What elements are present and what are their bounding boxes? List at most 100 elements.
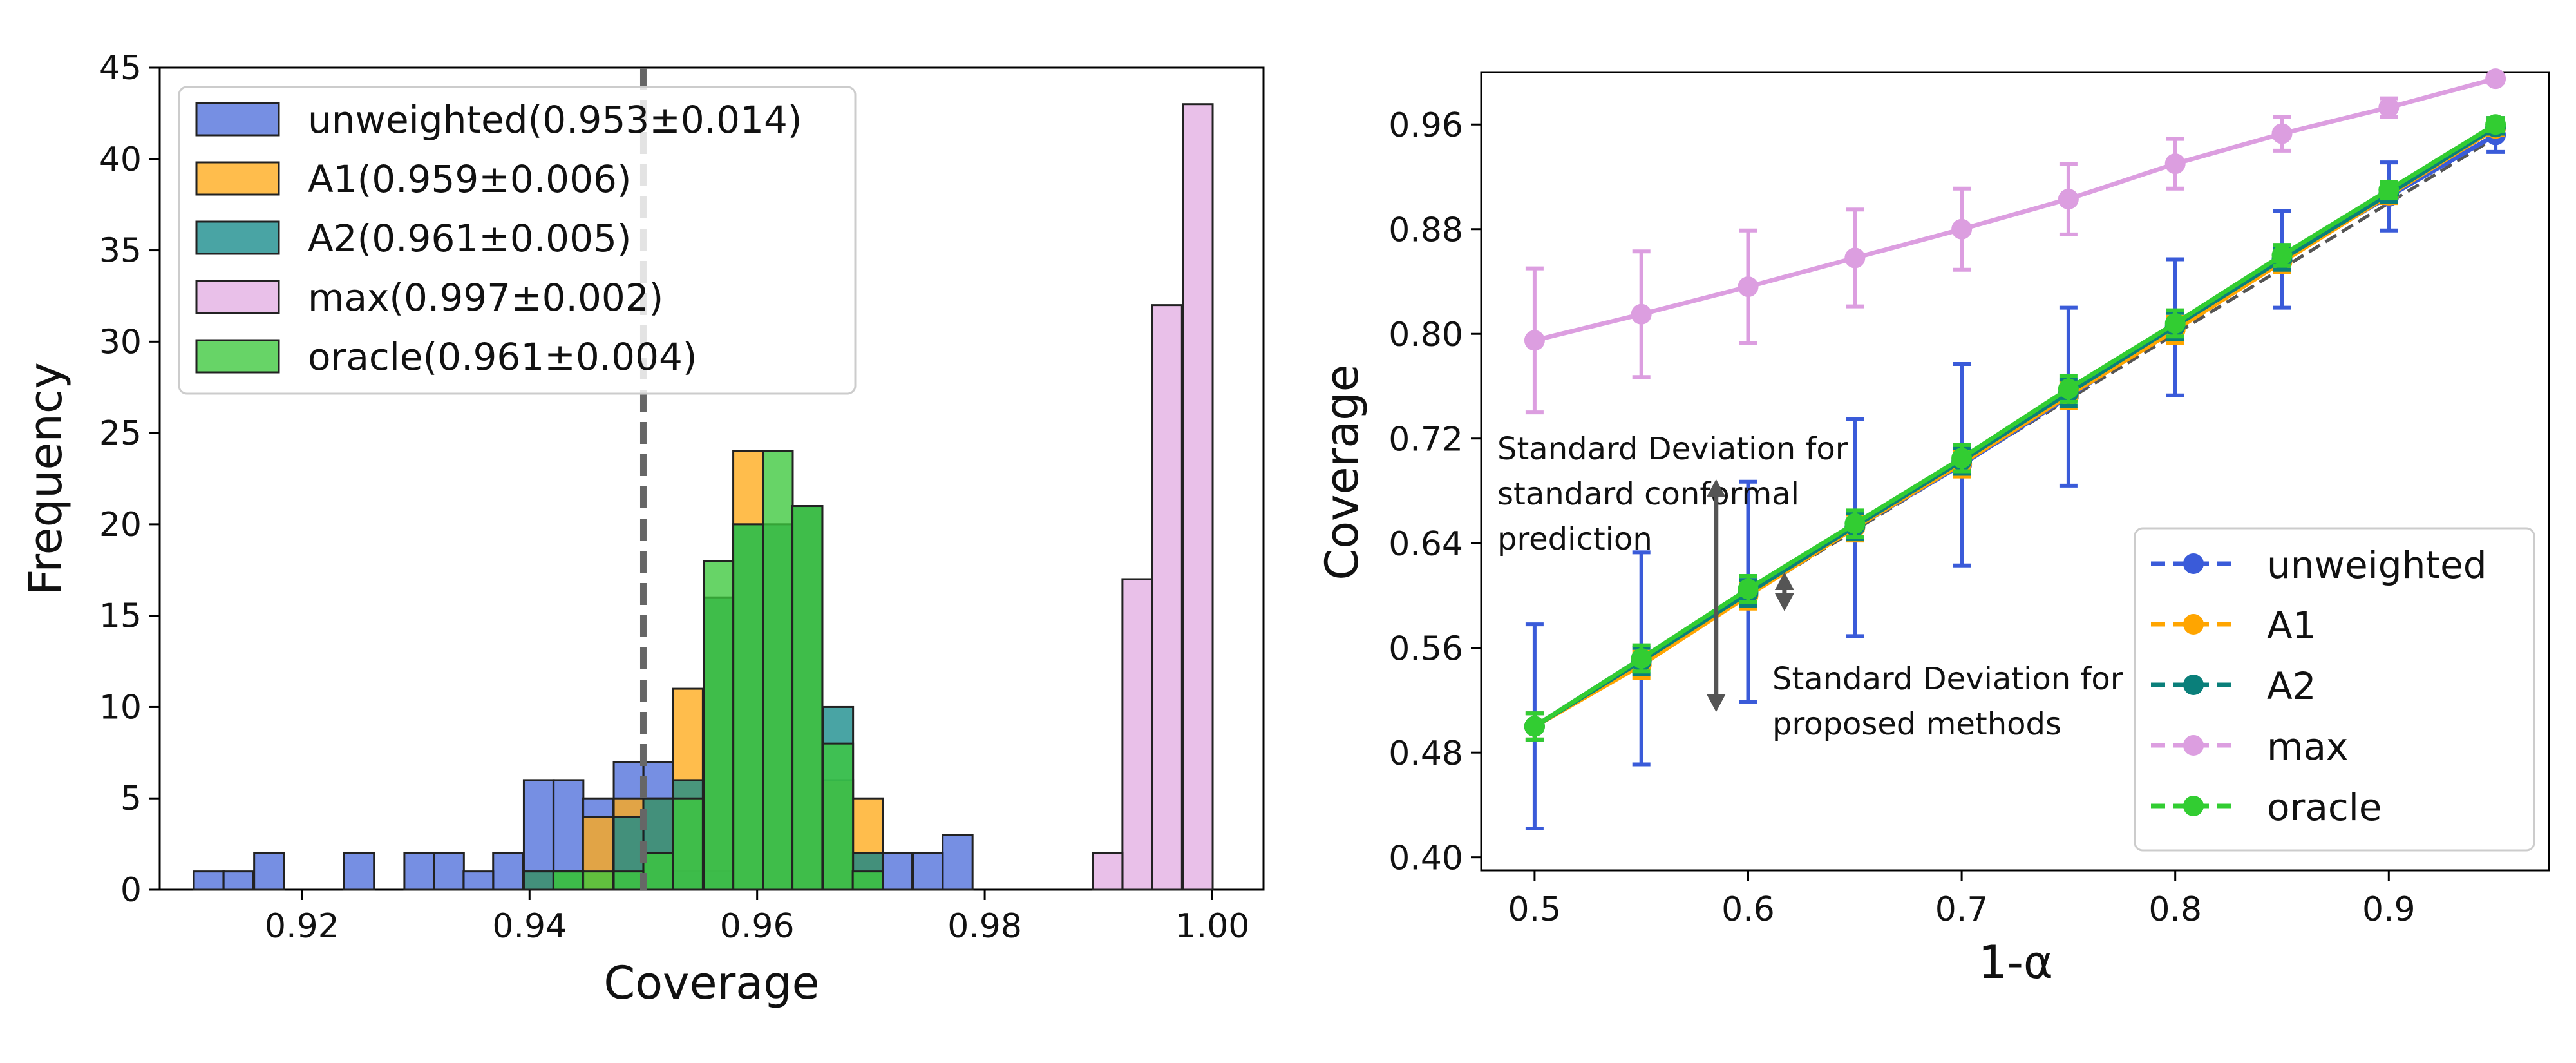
annotation-arrow-head (1706, 694, 1726, 713)
line-x-ticks: 0.5 0.6 0.7 0.8 0.9 (1508, 870, 2416, 929)
data-point-oracle (2164, 312, 2186, 334)
hist-bar-max (1121, 578, 1153, 891)
line-y-tick-label: 0.64 (1388, 525, 1463, 564)
hist-bar-oracle (612, 870, 645, 891)
histogram-x-axis-label: Coverage (603, 957, 819, 1010)
line-y-tick-label: 0.80 (1388, 316, 1463, 354)
data-point-oracle (2058, 378, 2079, 399)
hist-series-max (1092, 103, 1214, 891)
line-x-tick-label: 0.7 (1935, 890, 1989, 929)
data-point-oracle (2485, 114, 2506, 135)
hist-y-tick-label: 15 (99, 597, 142, 636)
data-point-max (1631, 303, 1652, 325)
hist-bar-unweighted (343, 852, 375, 891)
hist-bar-oracle (672, 797, 704, 891)
hist-bar-max (1182, 103, 1214, 891)
data-point-max (2271, 123, 2293, 144)
hist-bar-unweighted (462, 870, 495, 891)
histogram-legend: unweighted(0.953±0.014) A1(0.959±0.006) A2… (178, 86, 857, 395)
data-point-oracle (1951, 448, 1973, 469)
line-series (1524, 68, 2506, 831)
hist-bar-unweighted (881, 852, 914, 891)
series-line-max (1534, 76, 2497, 343)
data-point-oracle (1844, 513, 1866, 534)
line-y-tick-label: 0.96 (1388, 106, 1463, 145)
hist-series-oracle (552, 450, 884, 891)
hist-bar-max (1092, 852, 1124, 891)
line-legend-box (2134, 527, 2535, 852)
annotation-text: Standard Deviation for proposed methods (1772, 661, 2123, 742)
hist-x-tick-label: 0.96 (720, 907, 795, 946)
hist-y-tick-label: 10 (99, 688, 142, 727)
line-x-tick-label: 0.9 (2362, 890, 2416, 929)
histogram-legend-box (178, 86, 857, 395)
hist-bar-unweighted (403, 852, 435, 891)
hist-bar-unweighted (433, 852, 465, 891)
hist-bar-unweighted (193, 870, 225, 891)
legend-marker-unweighted (2183, 553, 2204, 574)
line-y-axis-label: Coverage (1316, 364, 1368, 580)
histogram-x-ticks: 0.92 0.94 0.96 0.98 1.00 (265, 890, 1249, 946)
hist-bar-a2 (522, 870, 555, 891)
hist-y-tick-label: 40 (99, 140, 142, 179)
line-x-tick-label: 0.5 (1508, 890, 1562, 929)
hist-y-tick-label: 25 (99, 414, 142, 453)
legend-label-a1: A1(0.959±0.006) (308, 157, 632, 201)
line-y-ticks: 0.40 0.48 0.56 0.64 0.72 0.80 0.88 0.96 (1388, 106, 1481, 878)
legend-label-oracle: oracle(0.961±0.004) (308, 335, 697, 379)
line-x-tick-label: 0.8 (2148, 890, 2202, 929)
data-point-oracle (1738, 579, 1759, 600)
legend-marker-A1 (2183, 614, 2204, 635)
line-legend: unweighted A1 A2 max oracle (2134, 527, 2535, 852)
coverage-line-panel: 0.5 0.6 0.7 0.8 0.9 0.40 0.48 0.56 0.64 0.72 0.80… (1316, 68, 2550, 989)
hist-y-tick-label: 45 (99, 49, 142, 88)
hist-bar-oracle (791, 505, 824, 891)
line-annotations: Standard Deviation for standard conformal… (1497, 431, 2123, 742)
line-series-oracle (1524, 114, 2506, 742)
legend-marker-oracle (2183, 796, 2204, 816)
data-point-max (1738, 276, 1759, 298)
legend-label-max: max (2267, 725, 2348, 769)
hist-x-tick-label: 0.94 (492, 907, 567, 946)
data-point-max (1524, 330, 1545, 351)
hist-bar-unweighted (912, 852, 944, 891)
annotation-text: Standard Deviation for standard conformal… (1497, 431, 1848, 557)
legend-label-a2: A2(0.961±0.005) (308, 216, 632, 260)
data-point-max (1951, 218, 1973, 240)
line-series-max (1524, 68, 2506, 415)
legend-label-A1: A1 (2267, 604, 2316, 647)
hist-bar-oracle (851, 870, 884, 891)
line-x-axis-label: 1-α (1978, 936, 2053, 989)
line-plot-frame (1480, 71, 2550, 872)
hist-bar-oracle (552, 870, 585, 891)
hist-x-tick-label: 1.00 (1175, 907, 1250, 946)
line-y-tick-label: 0.88 (1388, 211, 1463, 250)
histogram-y-ticks: 0 5 10 15 20 25 30 35 40 45 (99, 49, 160, 910)
legend-label-A2: A2 (2267, 664, 2316, 708)
annotation-arrow-head (1774, 593, 1794, 611)
legend-swatch-unweighted (195, 102, 280, 137)
legend-label-unweighted: unweighted(0.953±0.014) (308, 98, 802, 142)
hist-bar-oracle (762, 450, 794, 891)
line-y-tick-label: 0.56 (1388, 630, 1463, 669)
histogram-bars (193, 103, 1214, 891)
hist-bar-oracle (642, 852, 674, 891)
line-y-tick-label: 0.48 (1388, 734, 1463, 773)
series-line-oracle (1533, 122, 2497, 729)
annotation-arrow-head (1774, 571, 1794, 590)
legend-marker-max (2183, 735, 2204, 756)
hist-y-tick-label: 35 (99, 232, 142, 271)
hist-bar-max (1151, 304, 1183, 891)
hist-x-tick-label: 0.98 (947, 907, 1022, 946)
hist-bar-oracle (582, 870, 614, 891)
hist-y-tick-label: 5 (120, 780, 142, 818)
hist-y-tick-label: 20 (99, 506, 142, 544)
data-point-max (2164, 153, 2186, 175)
series-line-A2 (1533, 125, 2497, 729)
hist-bar-oracle (822, 742, 855, 891)
legend-label-unweighted: unweighted (2267, 543, 2487, 587)
data-point-max (2378, 97, 2400, 118)
hist-bar-oracle (732, 523, 764, 891)
legend-swatch-a1 (195, 161, 280, 196)
